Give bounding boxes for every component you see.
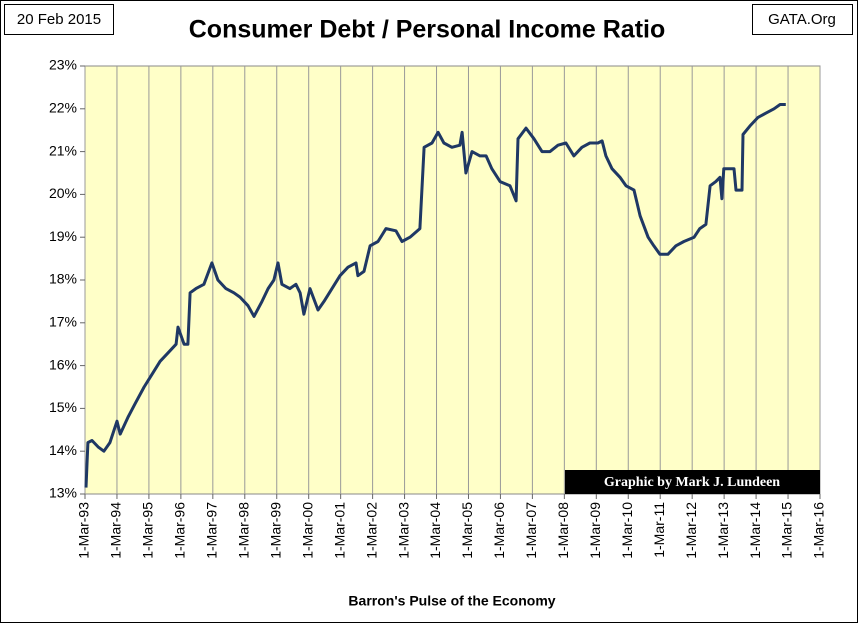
- y-tick-label: 23%: [49, 57, 77, 73]
- x-tick-label: 1-Mar-94: [108, 502, 124, 559]
- y-tick-label: 18%: [49, 271, 77, 287]
- x-tick-label: 1-Mar-93: [76, 502, 92, 559]
- y-tick-label: 21%: [49, 142, 77, 158]
- plot-area: [84, 65, 821, 495]
- y-tick-label: 14%: [49, 442, 77, 458]
- x-tick-label: 1-Mar-13: [715, 502, 731, 559]
- x-tick-label: 1-Mar-09: [587, 502, 603, 559]
- y-tick-label: 15%: [49, 399, 77, 415]
- x-tick-label: 1-Mar-05: [459, 502, 475, 559]
- credit: Graphic by Mark J. Lundeen: [604, 475, 780, 490]
- y-tick-label: 13%: [49, 485, 77, 501]
- y-tick-label: 19%: [49, 228, 77, 244]
- x-tick-label: 1-Mar-99: [267, 502, 283, 559]
- y-tick-label: 20%: [49, 185, 77, 201]
- x-tick-label: 1-Mar-10: [619, 502, 635, 559]
- x-tick-label: 1-Mar-06: [491, 502, 507, 559]
- data-line: [84, 103, 786, 488]
- x-tick-label: 1-Mar-04: [427, 502, 443, 559]
- date-note: 20 Feb 2015: [17, 11, 101, 28]
- chart-title: Consumer Debt / Personal Income Ratio: [189, 16, 666, 44]
- x-tick-label: 1-Mar-95: [140, 502, 156, 559]
- source-note: GATA.Org: [768, 11, 836, 28]
- x-tick-label: 1-Mar-16: [811, 502, 827, 559]
- x-tick-label: 1-Mar-96: [172, 502, 188, 559]
- x-tick-label: 1-Mar-02: [363, 502, 379, 559]
- source-box: [752, 4, 853, 35]
- date-box: [4, 4, 114, 35]
- y-tick-label: 16%: [49, 356, 77, 372]
- x-tick-label: 1-Mar-00: [299, 502, 315, 559]
- x-tick-label: 1-Mar-11: [651, 502, 667, 558]
- x-tick-label: 1-Mar-97: [204, 502, 220, 559]
- x-tick-label: 1-Mar-15: [779, 502, 795, 559]
- x-tick-label: 1-Mar-12: [683, 502, 699, 559]
- credit-box: [565, 470, 820, 494]
- x-tick-label: 1-Mar-07: [523, 502, 539, 559]
- x-tick-label: 1-Mar-03: [395, 502, 411, 559]
- x-tick-label: 1-Mar-14: [747, 502, 763, 559]
- x-tick-label: 1-Mar-08: [555, 502, 571, 559]
- x-tick-label: 1-Mar-98: [235, 502, 251, 559]
- y-tick-label: 17%: [49, 314, 77, 330]
- y-tick-label: 22%: [49, 100, 77, 116]
- x-tick-label: 1-Mar-01: [331, 502, 347, 559]
- x-axis-label: Barron's Pulse of the Economy: [348, 593, 555, 609]
